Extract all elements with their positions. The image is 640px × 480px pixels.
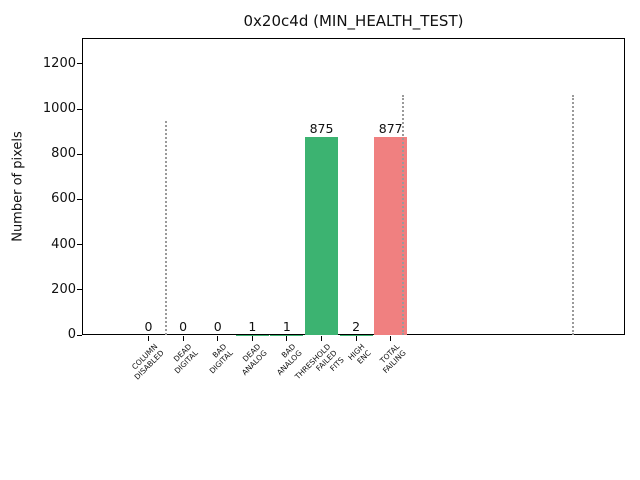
y-tick-label: 400 bbox=[51, 236, 76, 252]
y-tick-mark bbox=[77, 289, 82, 291]
bar-value-label: 0 bbox=[213, 319, 222, 334]
y-tick-mark bbox=[77, 108, 82, 110]
plot-area bbox=[82, 38, 625, 335]
y-tick-mark bbox=[77, 334, 82, 336]
bar-value-label: 875 bbox=[309, 121, 334, 137]
y-tick-label: 200 bbox=[51, 281, 76, 297]
x-tick-mark bbox=[217, 336, 219, 341]
y-tick-mark bbox=[77, 244, 82, 246]
region-separator-2 bbox=[402, 95, 404, 335]
x-tick-mark bbox=[182, 336, 184, 341]
bar-value-label: 1 bbox=[282, 318, 291, 334]
region-separator-1 bbox=[164, 121, 167, 335]
bar-threshold-failed-fits bbox=[305, 137, 338, 335]
x-tick-mark bbox=[390, 336, 392, 341]
x-tick-mark bbox=[251, 336, 253, 341]
x-tick-mark bbox=[148, 336, 149, 341]
y-tick-label: 1000 bbox=[42, 101, 76, 117]
bar-value-label: 0 bbox=[179, 319, 188, 334]
x-tick-mark bbox=[321, 336, 322, 341]
y-tick-mark bbox=[77, 63, 82, 65]
x-tick-mark bbox=[355, 336, 357, 341]
bar-value-label: 0 bbox=[144, 319, 153, 334]
y-tick-label: 0 bbox=[67, 327, 76, 342]
y-tick-mark bbox=[77, 153, 82, 155]
bar-total-failing bbox=[374, 136, 408, 335]
y-tick-label: 1200 bbox=[42, 55, 76, 71]
y-tick-mark bbox=[77, 198, 82, 200]
x-tick-mark bbox=[286, 336, 288, 341]
chart-title: 0x20c4d (MIN_HEALTH_TEST) bbox=[243, 12, 464, 30]
y-tick-label: 800 bbox=[51, 146, 76, 162]
bar-value-label: 2 bbox=[352, 318, 361, 334]
y-tick-label: 600 bbox=[51, 191, 76, 207]
bar-value-label: 877 bbox=[378, 120, 403, 136]
region-separator-3 bbox=[572, 95, 574, 335]
y-axis-label: Number of pixels bbox=[10, 131, 26, 242]
bar-value-label: 1 bbox=[248, 318, 257, 334]
